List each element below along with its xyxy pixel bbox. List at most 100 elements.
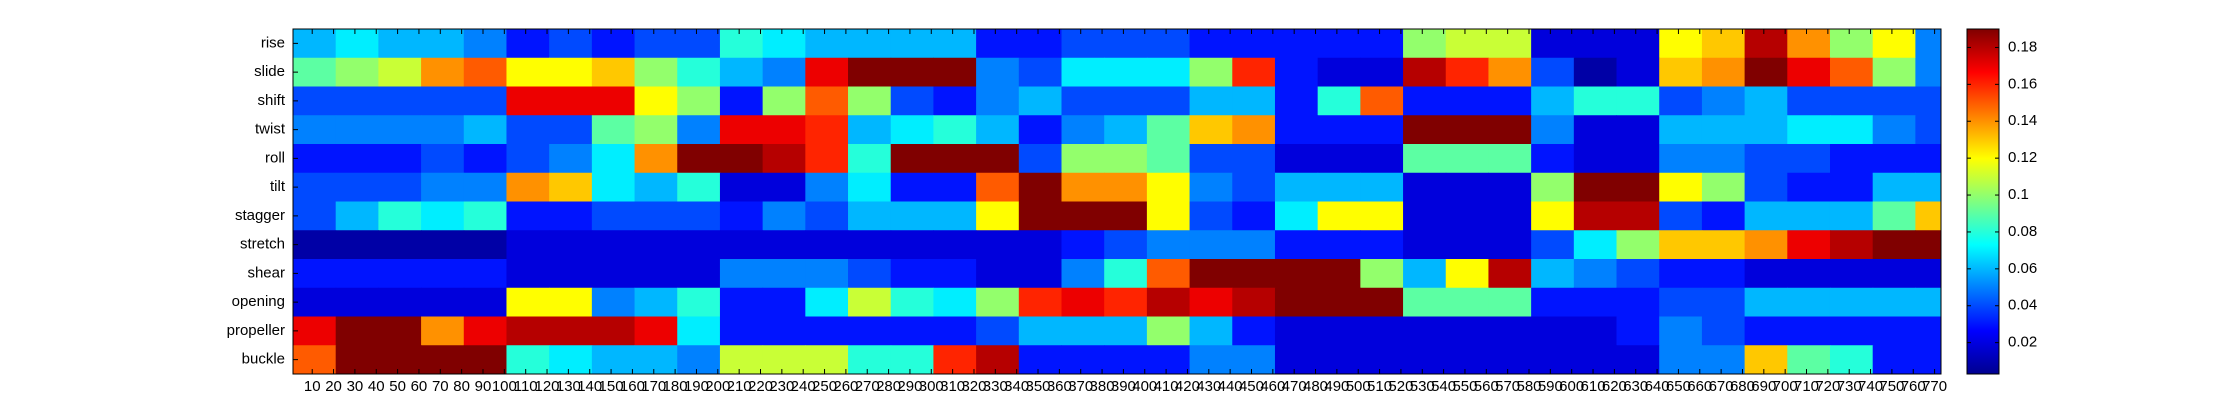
x-tick-label: 320: [961, 378, 986, 395]
heat-cell: [1488, 259, 1532, 289]
heat-cell: [1317, 316, 1361, 346]
heat-cell: [848, 259, 892, 289]
heat-cell: [1445, 86, 1489, 116]
heat-cell: [1531, 230, 1575, 260]
heat-cell: [1616, 201, 1660, 231]
heat-cell: [890, 57, 934, 87]
heat-cell: [1274, 287, 1319, 317]
heat-cell: [1872, 287, 1916, 317]
heat-cell: [1317, 29, 1361, 59]
heat-cell: [549, 115, 593, 145]
heat-cell: [591, 316, 636, 346]
heat-cell: [335, 201, 379, 231]
heat-cell: [1872, 345, 1916, 375]
heat-cell: [1488, 115, 1532, 145]
heat-cell: [805, 86, 849, 116]
heat-cell: [591, 230, 636, 260]
heat-cell: [1915, 230, 1942, 260]
x-tick-label: 10: [304, 378, 321, 395]
heat-cell: [1616, 115, 1660, 145]
heat-cell: [848, 86, 892, 116]
heat-cell: [1232, 57, 1276, 87]
heat-cell: [1531, 86, 1575, 116]
heat-cell: [1787, 316, 1831, 346]
heat-cell: [1616, 230, 1660, 260]
heat-cell: [506, 230, 550, 260]
heat-cell: [1531, 201, 1575, 231]
heat-cell: [293, 316, 337, 346]
heat-cell: [1744, 144, 1788, 174]
heat-cell: [421, 316, 465, 346]
x-tick-label: 630: [1623, 378, 1648, 395]
heat-cell: [933, 57, 977, 87]
heat-cell: [1616, 86, 1660, 116]
heat-cell: [1232, 115, 1276, 145]
heat-cell: [1445, 57, 1489, 87]
heat-cell: [1403, 144, 1447, 174]
heat-cell: [762, 201, 806, 231]
heat-cell: [848, 230, 892, 260]
y-tick-label: buckle: [242, 351, 285, 368]
heat-cell: [506, 259, 550, 289]
heat-cell: [677, 201, 721, 231]
colorbar-tick-label: 0.1: [2008, 186, 2029, 203]
heat-cell: [1403, 259, 1447, 289]
heat-cell: [848, 144, 892, 174]
heat-cell: [1701, 86, 1746, 116]
heat-cell: [1787, 57, 1831, 87]
heat-cell: [1317, 230, 1361, 260]
heat-cell: [1787, 86, 1831, 116]
heat-cell: [1189, 144, 1233, 174]
x-tick-label: 650: [1666, 378, 1691, 395]
heat-cell: [976, 172, 1020, 202]
heat-cell: [1531, 115, 1575, 145]
colorbar-tick-label: 0.02: [2008, 334, 2037, 351]
heat-cell: [1360, 86, 1404, 116]
heat-cell: [293, 144, 337, 174]
heat-cell: [1445, 259, 1489, 289]
heat-cell: [1659, 57, 1703, 87]
heat-cell: [1018, 57, 1062, 87]
heat-cell: [1915, 144, 1942, 174]
heat-cell: [1360, 144, 1404, 174]
heat-cell: [1403, 287, 1447, 317]
x-tick-label: 90: [475, 378, 492, 395]
heat-cell: [1531, 172, 1575, 202]
heat-cell: [1701, 29, 1746, 59]
x-tick-label: 380: [1090, 378, 1115, 395]
y-tick-label: opening: [232, 293, 285, 310]
heat-cell: [421, 201, 465, 231]
heat-cell: [719, 287, 764, 317]
heat-cell: [591, 86, 636, 116]
heat-cell: [1189, 345, 1233, 375]
heat-cell: [1403, 230, 1447, 260]
heat-cell: [591, 345, 636, 375]
heat-cell: [1146, 29, 1191, 59]
heat-cell: [976, 201, 1020, 231]
heat-cell: [1488, 316, 1532, 346]
heat-cell: [421, 144, 465, 174]
heat-cell: [591, 29, 636, 59]
heat-cell: [1744, 57, 1788, 87]
heat-cell: [719, 144, 764, 174]
heat-cell: [1445, 316, 1489, 346]
heat-cell: [805, 316, 849, 346]
heat-cell: [378, 201, 422, 231]
heat-cell: [463, 287, 507, 317]
heat-cell: [1445, 144, 1489, 174]
x-tick-label: 60: [411, 378, 428, 395]
heat-cell: [1317, 345, 1361, 375]
heat-cell: [549, 86, 593, 116]
heat-cell: [719, 316, 764, 346]
heat-cell: [1232, 201, 1276, 231]
heat-cell: [378, 345, 422, 375]
x-tick-label: 450: [1239, 378, 1264, 395]
heat-cell: [1232, 345, 1276, 375]
heat-cell: [463, 172, 507, 202]
heat-cell: [634, 29, 678, 59]
heat-cell: [1274, 172, 1319, 202]
colorbar-tick-label: 0.12: [2008, 149, 2037, 166]
x-tick-label: 750: [1879, 378, 1904, 395]
heat-cell: [378, 316, 422, 346]
heat-cell: [933, 144, 977, 174]
